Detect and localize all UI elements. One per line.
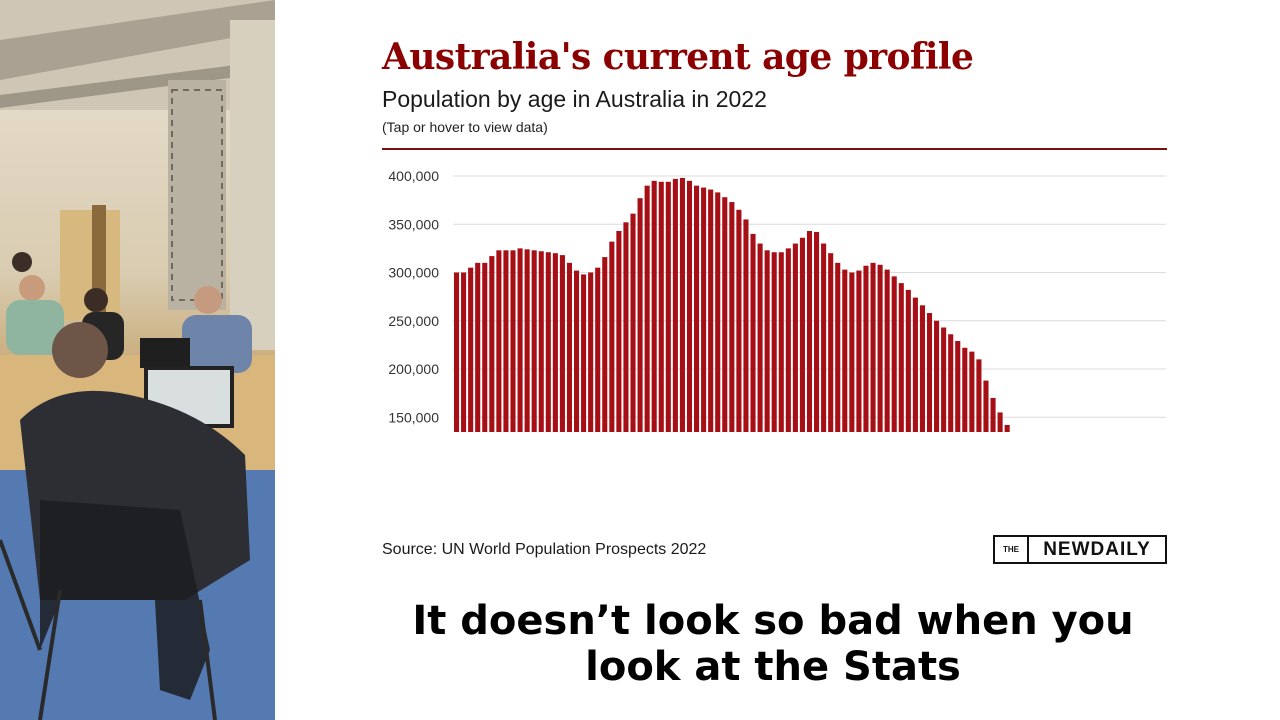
bar-age-19[interactable]	[588, 272, 594, 433]
bar-age-72[interactable]	[962, 347, 968, 432]
bar-age-2[interactable]	[468, 267, 474, 432]
bar-age-67[interactable]	[926, 313, 933, 432]
bar-age-6[interactable]	[496, 250, 502, 432]
bar-age-1[interactable]	[461, 272, 467, 433]
bar-age-61[interactable]	[884, 269, 890, 432]
bar-age-14[interactable]	[552, 253, 558, 432]
bar-age-29[interactable]	[658, 181, 664, 432]
bar-age-11[interactable]	[531, 250, 537, 432]
bar-age-5[interactable]	[489, 256, 495, 432]
bar-age-34[interactable]	[694, 185, 700, 432]
bar-age-69[interactable]	[941, 327, 947, 432]
bar-age-63[interactable]	[898, 283, 904, 432]
office-meeting-photo	[0, 0, 275, 720]
y-tick-label: 200,000	[388, 361, 439, 377]
bar-age-15[interactable]	[559, 255, 565, 432]
bar-age-18[interactable]	[581, 274, 587, 432]
bar-age-33[interactable]	[686, 180, 693, 432]
bar-age-68[interactable]	[934, 320, 940, 432]
bar-age-64[interactable]	[905, 289, 911, 432]
bar-age-10[interactable]	[524, 249, 530, 432]
bar-age-17[interactable]	[573, 270, 580, 432]
bar-age-74[interactable]	[976, 359, 982, 432]
bar-age-59[interactable]	[870, 262, 876, 432]
bar-age-43[interactable]	[757, 243, 763, 432]
bar-age-73[interactable]	[969, 351, 975, 432]
bar-age-47[interactable]	[785, 248, 791, 432]
bar-age-23[interactable]	[616, 231, 622, 432]
bar-age-71[interactable]	[955, 341, 961, 432]
bar-age-46[interactable]	[778, 252, 784, 432]
bar-age-53[interactable]	[828, 253, 834, 432]
slide-caption: It doesn’t look so bad when you look at …	[383, 598, 1163, 690]
bar-age-4[interactable]	[482, 262, 488, 432]
bar-age-12[interactable]	[538, 251, 544, 432]
bar-age-24[interactable]	[623, 222, 629, 432]
bar-age-8[interactable]	[510, 250, 516, 432]
logo-name: NEWDAILY	[1043, 538, 1151, 560]
logo-prefix: THE	[995, 537, 1029, 562]
bar-age-32[interactable]	[679, 177, 685, 432]
bar-age-62[interactable]	[891, 276, 897, 432]
y-tick-label: 400,000	[388, 168, 439, 184]
bar-age-7[interactable]	[503, 250, 509, 432]
bar-age-41[interactable]	[743, 219, 749, 432]
hover-note: (Tap or hover to view data)	[382, 119, 548, 135]
bar-age-25[interactable]	[630, 213, 636, 432]
bar-age-78[interactable]	[1004, 424, 1010, 432]
bar-age-0[interactable]	[453, 272, 460, 433]
bar-age-38[interactable]	[722, 197, 728, 432]
bar-age-40[interactable]	[736, 209, 742, 432]
bar-age-21[interactable]	[602, 257, 608, 432]
caption-line-1: It doesn’t look so bad when you	[412, 598, 1134, 644]
bar-age-27[interactable]	[644, 185, 650, 432]
bar-age-51[interactable]	[814, 231, 820, 432]
bar-age-50[interactable]	[806, 231, 813, 432]
bar-age-55[interactable]	[842, 269, 848, 432]
chart-title: Australia's current age profile	[382, 36, 974, 78]
bar-age-66[interactable]	[919, 305, 925, 432]
y-tick-label: 300,000	[388, 265, 439, 281]
bar-age-37[interactable]	[715, 192, 721, 432]
y-tick-label: 250,000	[388, 313, 439, 329]
bar-age-13[interactable]	[545, 252, 551, 432]
bar-age-44[interactable]	[764, 250, 770, 432]
bar-age-36[interactable]	[708, 189, 714, 432]
bar-age-56[interactable]	[849, 272, 855, 433]
bar-age-30[interactable]	[665, 181, 671, 432]
bar-age-58[interactable]	[863, 265, 869, 432]
newdaily-logo: THE NEWDAILY	[993, 535, 1167, 564]
bar-age-26[interactable]	[637, 198, 643, 432]
bar-age-28[interactable]	[651, 180, 657, 432]
bar-age-45[interactable]	[771, 252, 777, 432]
bar-age-52[interactable]	[821, 243, 827, 432]
bar-age-9[interactable]	[517, 248, 523, 432]
bar-age-60[interactable]	[877, 264, 883, 432]
bar-age-3[interactable]	[475, 262, 481, 432]
bar-age-77[interactable]	[997, 412, 1003, 432]
bar-age-57[interactable]	[856, 270, 862, 432]
bar-age-22[interactable]	[609, 241, 615, 432]
caption-line-2: look at the Stats	[585, 644, 961, 690]
bar-age-48[interactable]	[792, 243, 798, 432]
chart-subtitle: Population by age in Australia in 2022	[382, 86, 767, 112]
bar-age-49[interactable]	[799, 237, 805, 432]
bar-age-75[interactable]	[983, 380, 989, 432]
title-divider	[382, 148, 1167, 150]
bar-age-42[interactable]	[750, 233, 756, 432]
bar-age-54[interactable]	[835, 262, 841, 432]
bar-age-35[interactable]	[701, 187, 707, 432]
bar-age-70[interactable]	[948, 334, 954, 432]
bar-age-76[interactable]	[990, 397, 996, 432]
bar-age-16[interactable]	[566, 262, 573, 432]
bar-age-39[interactable]	[729, 202, 735, 432]
y-tick-label: 350,000	[388, 216, 439, 232]
source-note: Source: UN World Population Prospects 20…	[382, 541, 707, 558]
population-bar-chart[interactable]: 050,000100,000150,000200,000250,000300,0…	[382, 162, 1167, 432]
y-tick-label: 150,000	[388, 409, 439, 425]
bar-age-20[interactable]	[595, 267, 601, 432]
bar-age-65[interactable]	[912, 297, 918, 432]
bar-age-31[interactable]	[672, 178, 678, 432]
